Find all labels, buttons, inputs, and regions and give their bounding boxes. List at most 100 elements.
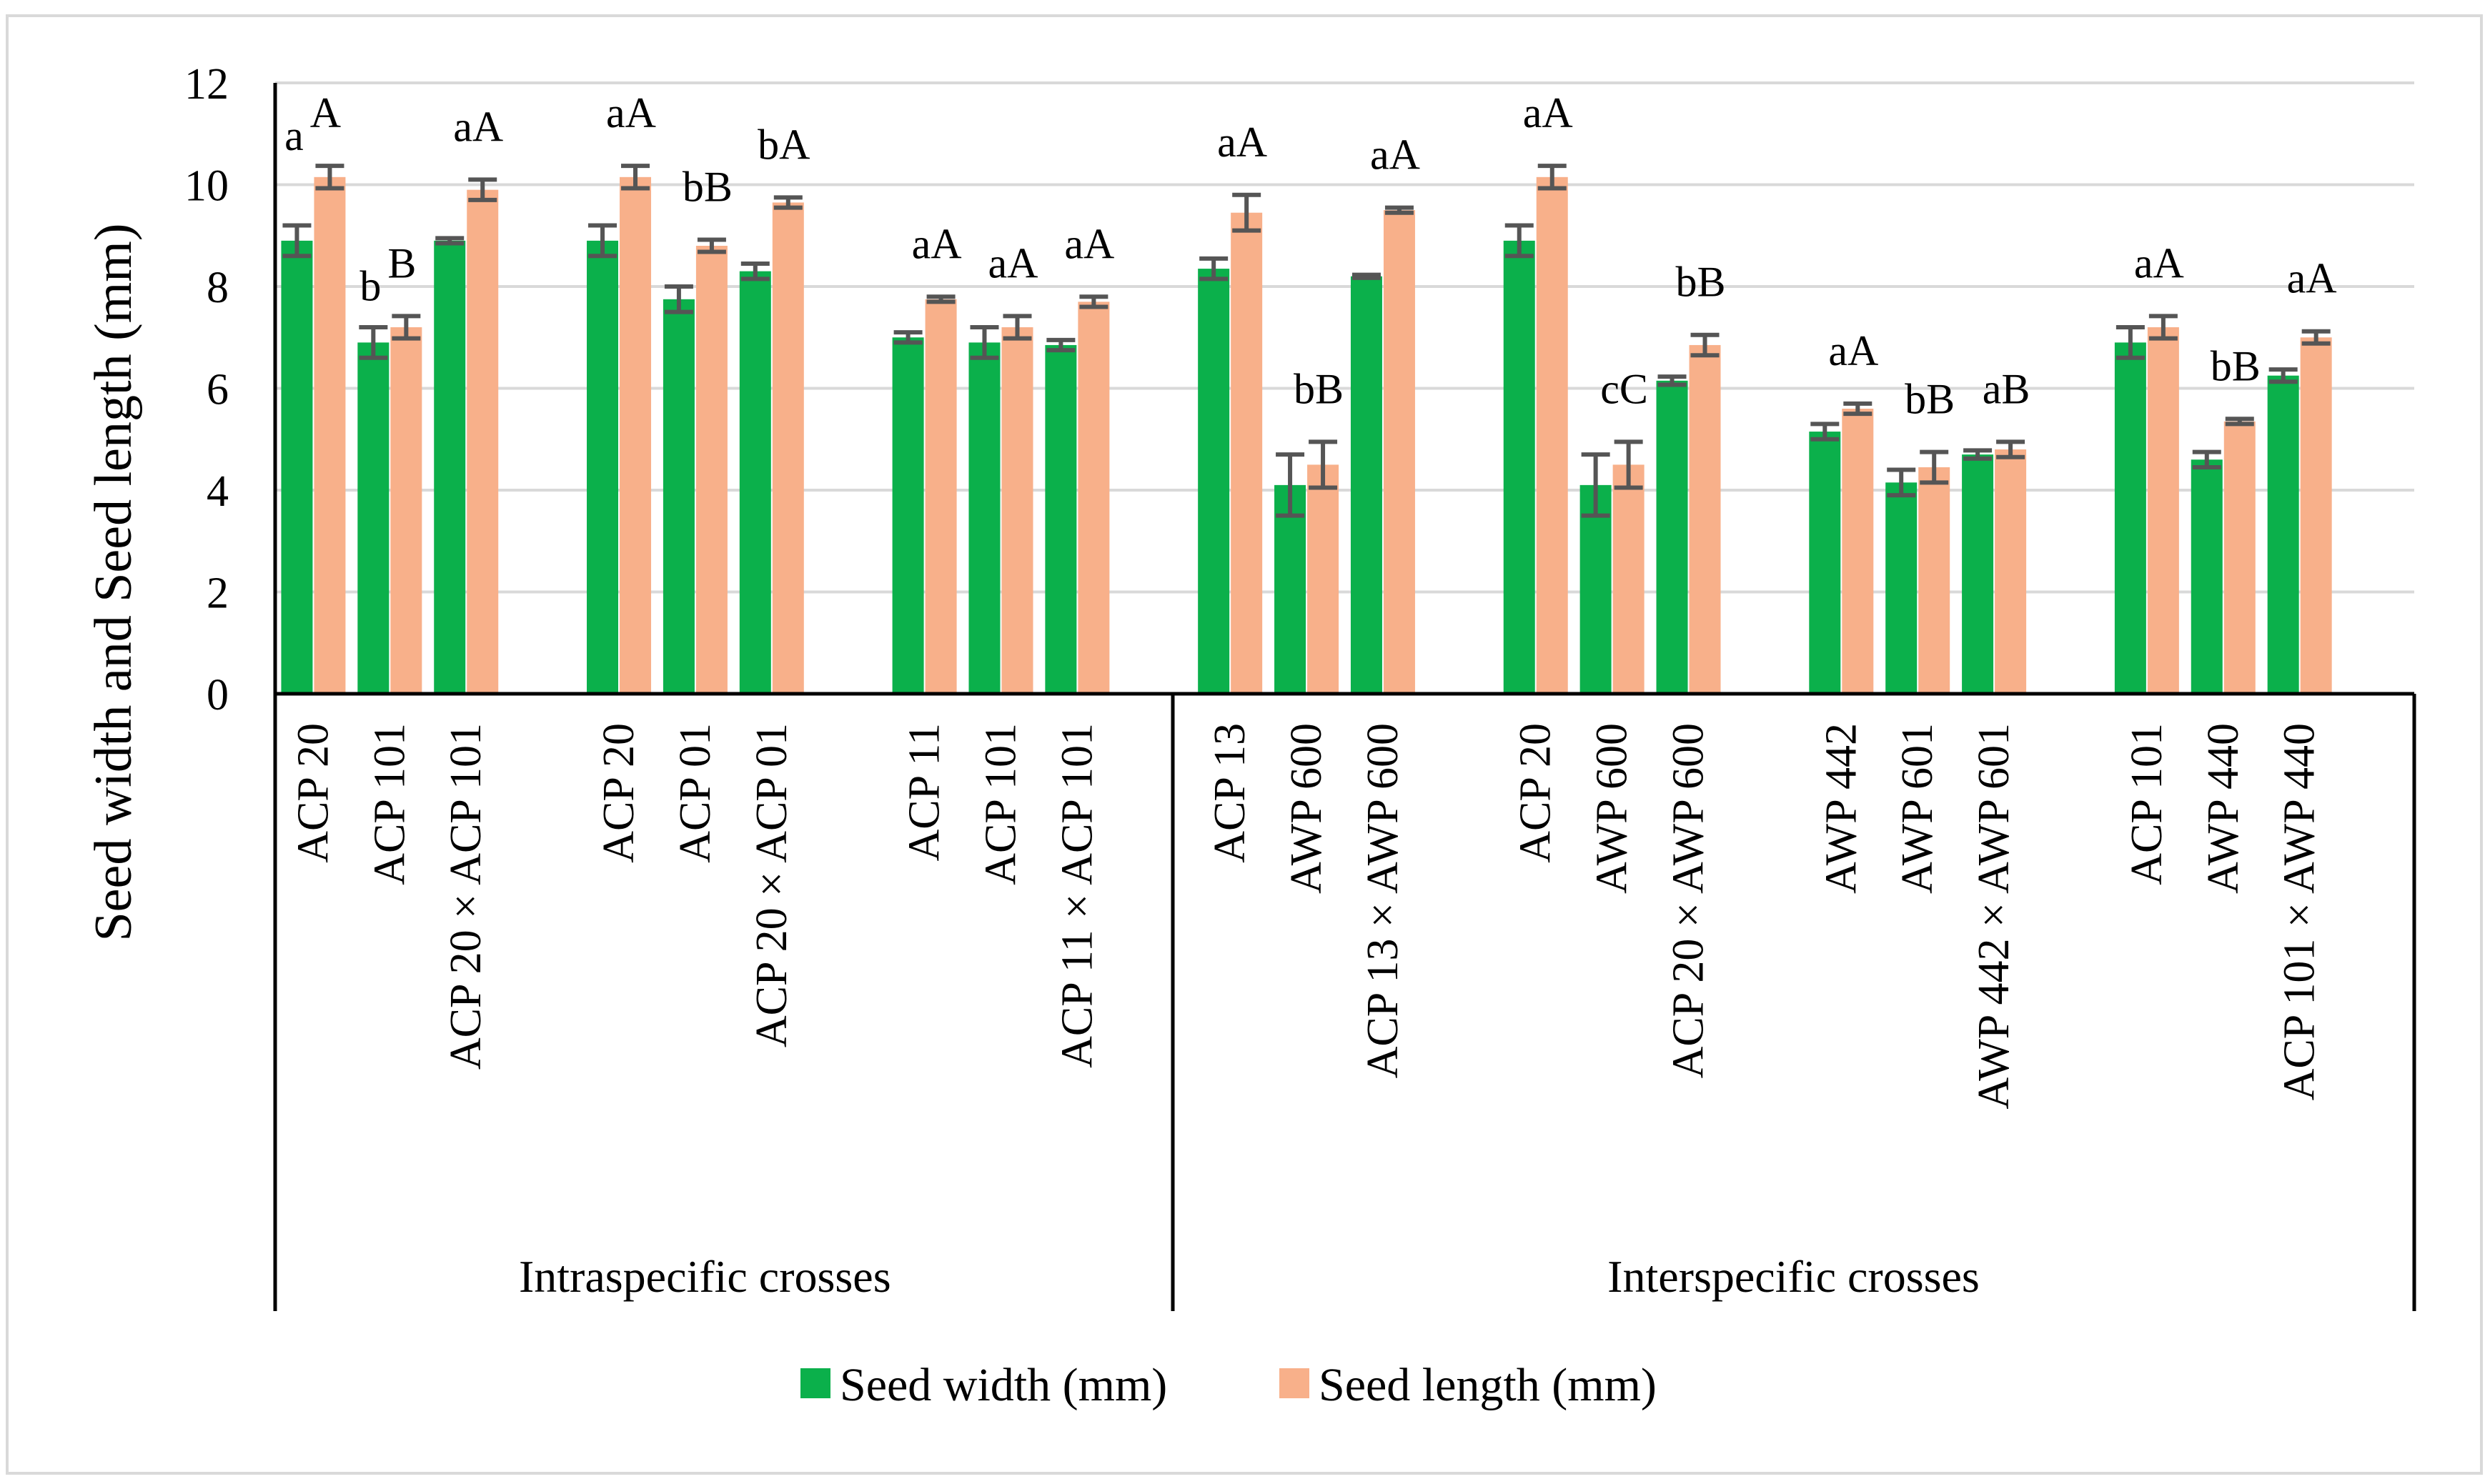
bar-seed-length [925,299,957,694]
bar-seed-width [281,240,313,694]
bar-seed-width [587,240,619,694]
group-labels: Intraspecific crosses Interspecific cross… [273,694,2416,1311]
error-bar-seed-width [740,261,770,282]
y-tick-label: 6 [207,366,229,414]
legend-swatch [1279,1368,1309,1398]
bar-seed-width [663,299,695,694]
bar-seed-width [1198,269,1230,694]
bar-seed-length [2300,337,2332,694]
error-bar-seed-length [2148,314,2178,341]
bar-seed-length [1231,212,1263,694]
significance-letter: aA [1828,327,1878,374]
error-bar-seed-length [1690,332,1720,358]
bar-seed-length [390,327,422,694]
significance-letter: aA [988,239,1038,287]
error-bar-seed-width [893,330,923,345]
significance-letter: a [284,112,304,159]
error-bar-seed-width [970,325,999,360]
bar-seed-width [2114,342,2146,694]
bar-seed-length [1383,210,1415,694]
error-bar-seed-width [359,325,388,360]
bar-seed-length [467,189,499,694]
x-tick-label: ACP 20 [595,723,643,863]
significance-letter: aA [1217,119,1267,166]
y-axis-label: Seed width and Seed length (mm) [84,224,143,942]
bar-seed-width [968,342,1001,694]
x-tick-label: ACP 13 [1206,723,1254,863]
error-bar-seed-length [1537,164,1567,191]
bar-seed-length [2147,327,2179,694]
error-bar-seed-length [1384,205,1414,215]
bar-seed-width [1350,276,1382,694]
error-bar-seed-width [1810,422,1840,442]
error-bar-seed-length [773,195,803,210]
bar-seed-width [892,337,924,694]
error-bar-seed-width [2115,325,2145,360]
x-tick-label: ACP 101 [365,723,414,885]
x-tick-label: AWP 442 × AWP 601 [1970,723,2018,1110]
error-bar-seed-length [468,177,497,202]
error-bar-seed-width [435,236,465,246]
error-bar-seed-length [315,164,344,191]
error-bar-seed-length [2301,329,2331,346]
y-tick-label: 10 [184,162,229,211]
bar-seed-length [2223,421,2256,694]
significance-letter: aA [912,220,962,267]
error-bar-seed-width [1046,337,1076,353]
x-tick-label: AWP 440 [2199,723,2248,894]
error-bar-seed-width [1199,256,1229,282]
bar-seed-length [1307,464,1339,694]
x-tick-label: ACP 101 [2123,723,2171,885]
error-bar-seed-width [588,223,617,259]
bar-seed-length [1536,176,1568,694]
error-bar-seed-length [926,294,956,304]
significance-letter: bB [683,163,733,210]
significance-letter: bB [1676,259,1726,306]
bars [281,176,2332,694]
bar-seed-length [1001,327,1033,694]
bar-seed-length [1918,467,1950,694]
error-bar-seed-length [392,314,421,341]
x-tick-label: ACP 13 × AWP 600 [1359,723,1407,1078]
significance-letter: aA [606,89,656,136]
x-tick-label: ACP 20 × ACP 101 [442,723,490,1070]
bar-seed-width [1809,432,1841,694]
significance-letter: bB [2211,342,2261,389]
error-bar-seed-width [1963,448,1993,461]
bar-seed-length [620,176,652,694]
error-bar-seed-length [1614,439,1643,490]
significance-letter: aA [2287,255,2337,302]
bar-seed-width [434,240,466,694]
bar-seed-length [1995,449,2027,694]
x-tick-label: AWP 600 [1588,723,1637,894]
legend-swatch [800,1368,830,1398]
bar-seed-length [1689,344,1721,694]
error-bar-seed-width [2192,449,2221,469]
bar-seed-length [314,176,346,694]
legend-label: Seed width (mm) [840,1359,1167,1411]
bar-seed-length [1612,464,1645,694]
significance-letter: B [387,239,416,287]
x-tick-label: AWP 600 [1282,723,1331,894]
bar-seed-width [1045,344,1077,694]
error-bar-seed-length [1003,314,1032,341]
error-bar-seed-width [1351,272,1381,280]
x-tick-label: ACP 20 [1512,723,1560,863]
bar-seed-width [357,342,390,694]
significance-letter: aA [1523,89,1573,136]
x-tick-label: ACP 20 [289,723,337,863]
error-bars [282,164,2331,518]
bar-seed-width [1579,484,1612,694]
bar-seed-width [2267,375,2299,694]
bar-seed-width [1885,482,1918,694]
error-bar-seed-width [664,284,693,314]
error-bar-seed-length [2225,417,2254,427]
error-bar-seed-length [697,237,726,254]
bar-seed-length [1078,302,1110,694]
bar-seed-length [1842,409,1874,694]
error-bar-seed-width [1504,223,1534,259]
y-tick-label: 2 [207,569,229,618]
group-label: Interspecific crosses [1607,1251,1980,1302]
